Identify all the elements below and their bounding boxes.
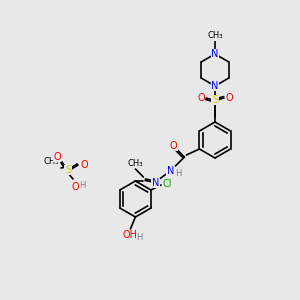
Text: Cl: Cl: [162, 179, 172, 189]
Text: CH₃: CH₃: [207, 32, 223, 40]
Text: N: N: [152, 178, 159, 188]
Text: O: O: [169, 141, 177, 151]
Text: H: H: [136, 232, 143, 242]
Text: O: O: [71, 182, 79, 192]
Text: H: H: [79, 181, 85, 190]
Text: O: O: [53, 152, 61, 162]
Text: O: O: [197, 93, 205, 103]
Text: N: N: [167, 166, 174, 176]
Text: N: N: [211, 49, 219, 59]
Text: O: O: [225, 93, 233, 103]
Text: O: O: [80, 160, 88, 170]
Text: S: S: [212, 95, 218, 105]
Text: N: N: [211, 81, 219, 91]
Text: H: H: [175, 169, 182, 178]
Text: CH₃: CH₃: [128, 158, 143, 167]
Text: OH: OH: [123, 230, 138, 240]
Text: S: S: [65, 165, 71, 175]
Text: CH₃: CH₃: [43, 157, 59, 166]
